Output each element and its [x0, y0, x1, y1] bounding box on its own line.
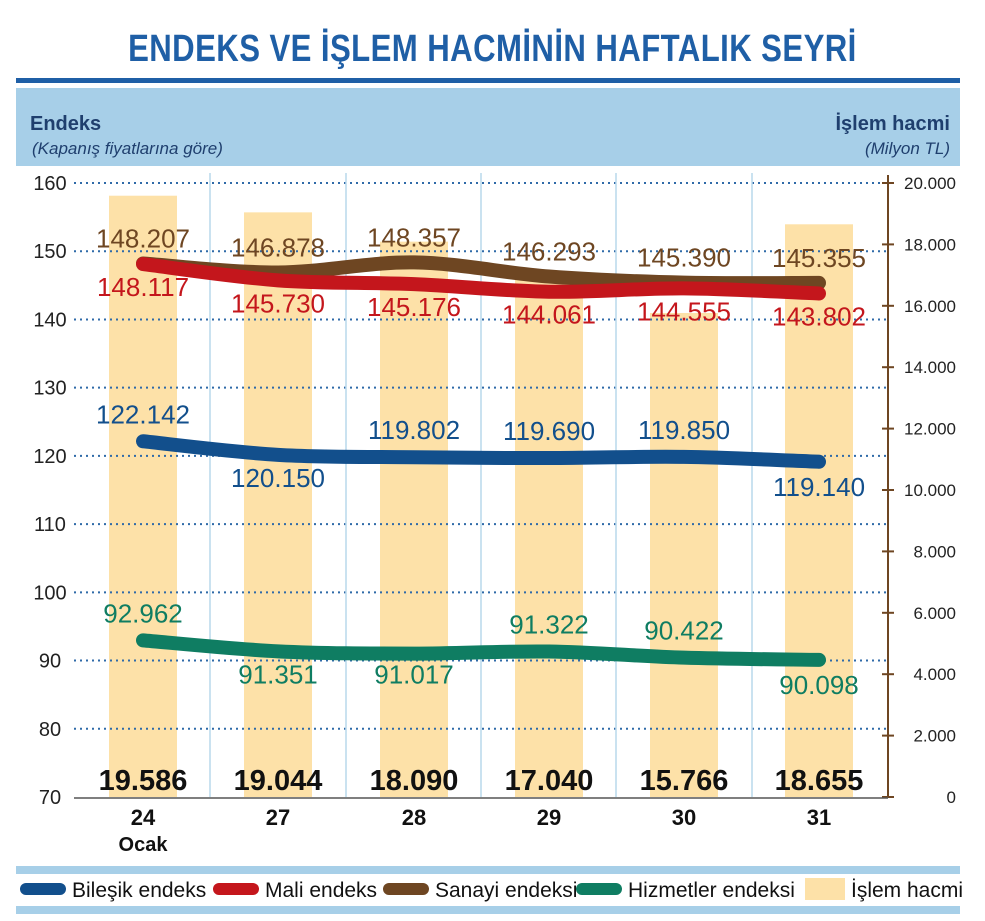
right-axis-tick-label: 14.000: [904, 358, 956, 377]
series-data-label: 119.690: [503, 416, 595, 446]
right-axis-tick-label: 4.000: [913, 665, 956, 684]
legend-band-top: [16, 866, 960, 874]
series-data-label: 148.357: [367, 222, 461, 252]
legend-label: Bileşik endeks: [72, 879, 206, 902]
volume-value-label: 19.586: [99, 765, 188, 797]
legend-label: Hizmetler endeksi: [628, 879, 795, 902]
right-axis-tick-label: 20.000: [904, 174, 956, 193]
legend-band-bottom: [16, 906, 960, 914]
left-axis-subtitle: (Kapanış fiyatlarına göre): [32, 139, 223, 158]
volume-value-label: 18.655: [775, 765, 864, 797]
series-line: [136, 434, 826, 469]
series-data-label: 119.140: [773, 472, 865, 502]
series-data-label: 119.850: [638, 415, 730, 445]
series-line: [136, 257, 826, 301]
left-axis-tick-label: 130: [33, 378, 66, 400]
series-data-label: 122.142: [96, 399, 190, 429]
title-underline: [16, 78, 960, 83]
series-data-label: 148.117: [97, 272, 189, 302]
series-line: [136, 633, 826, 667]
left-axis-title: Endeks: [30, 113, 101, 135]
series-data-label: 145.730: [231, 288, 325, 318]
left-axis-tick-label: 100: [33, 582, 66, 604]
series-data-label: 119.802: [368, 415, 460, 445]
series-data-label: 91.322: [509, 610, 589, 640]
volume-bar: [650, 312, 718, 797]
legend-label: İşlem hacmi: [851, 879, 963, 902]
series-data-label: 146.878: [231, 233, 325, 263]
series-data-label: 145.176: [367, 292, 461, 322]
left-axis-tick-label: 90: [39, 651, 61, 673]
series-data-label: 90.098: [779, 670, 859, 700]
series-data-label: 148.207: [96, 223, 190, 253]
x-axis-category-label: 24: [131, 805, 156, 830]
series-data-label: 145.355: [772, 243, 866, 273]
x-axis-category-sublabel: Ocak: [119, 834, 169, 856]
legend-swatch: [805, 878, 845, 900]
x-axis-category-label: 30: [672, 805, 696, 830]
series-lines: [136, 255, 826, 667]
right-axis-tick-label: 18.000: [904, 235, 956, 254]
left-axis-tick-label: 160: [33, 173, 66, 195]
series-data-label: 145.390: [637, 243, 731, 273]
right-axis-tick-label: 6.000: [913, 604, 956, 623]
right-axis-tick-label: 2.000: [913, 727, 956, 746]
data-labels: 19.586 19.044 18.090 17.040 15.766 18.655 148.…: [96, 222, 866, 797]
chart-title: ENDEKS VE İŞLEM HACMİNİN HAFTALIK SEYRİ: [128, 28, 857, 70]
x-axis-category-label: 31: [807, 805, 831, 830]
left-axis-tick-label: 140: [33, 309, 66, 331]
left-axis-tick-label: 80: [39, 719, 61, 741]
header-band: [16, 88, 960, 166]
left-axis-tick-label: 120: [33, 446, 66, 468]
right-axis-tick-label: 12.000: [904, 420, 956, 439]
volume-value-label: 17.040: [505, 765, 594, 797]
volume-bar: [380, 241, 448, 798]
series-data-label: 143.802: [772, 302, 866, 332]
volume-bar: [244, 212, 312, 798]
series-data-label: 120.150: [231, 463, 325, 493]
series-data-label: 92.962: [103, 598, 183, 628]
axes: 70 80 90 100 110 120 130 140 150 160 0 2.000 4.000 6.…: [33, 173, 956, 856]
legend-label: Mali endeks: [265, 879, 377, 902]
left-axis-tick-label: 70: [39, 787, 61, 809]
x-axis-category-label: 28: [402, 805, 426, 830]
series-data-label: 144.061: [502, 300, 596, 330]
right-axis-tick-label: 16.000: [904, 297, 956, 316]
volume-value-label: 15.766: [640, 765, 729, 797]
legend: Bileşik endeks Mali endeks Sanayi endeksi H…: [20, 878, 963, 902]
legend-label: Sanayi endeksi: [435, 879, 577, 902]
right-axis-subtitle: (Milyon TL): [865, 139, 950, 158]
series-data-label: 90.422: [644, 616, 724, 646]
right-axis-tick-label: 8.000: [913, 542, 956, 561]
right-axis-tick-label: 0: [947, 788, 956, 807]
volume-bars: [109, 195, 853, 798]
x-axis-category-label: 27: [266, 805, 290, 830]
series-data-label: 144.555: [637, 296, 731, 326]
x-axis-category-label: 29: [537, 805, 561, 830]
volume-bar: [109, 195, 177, 798]
left-axis-tick-label: 150: [33, 241, 66, 263]
volume-value-label: 18.090: [370, 765, 459, 797]
right-axis-title: İşlem hacmi: [835, 112, 950, 135]
left-axis-tick-label: 110: [34, 514, 66, 536]
volume-bar: [515, 273, 583, 797]
series-data-label: 91.351: [238, 659, 318, 689]
volume-value-label: 19.044: [234, 765, 323, 797]
series-data-label: 91.017: [374, 660, 454, 690]
series-data-label: 146.293: [502, 237, 596, 267]
right-axis-tick-label: 10.000: [904, 481, 956, 500]
